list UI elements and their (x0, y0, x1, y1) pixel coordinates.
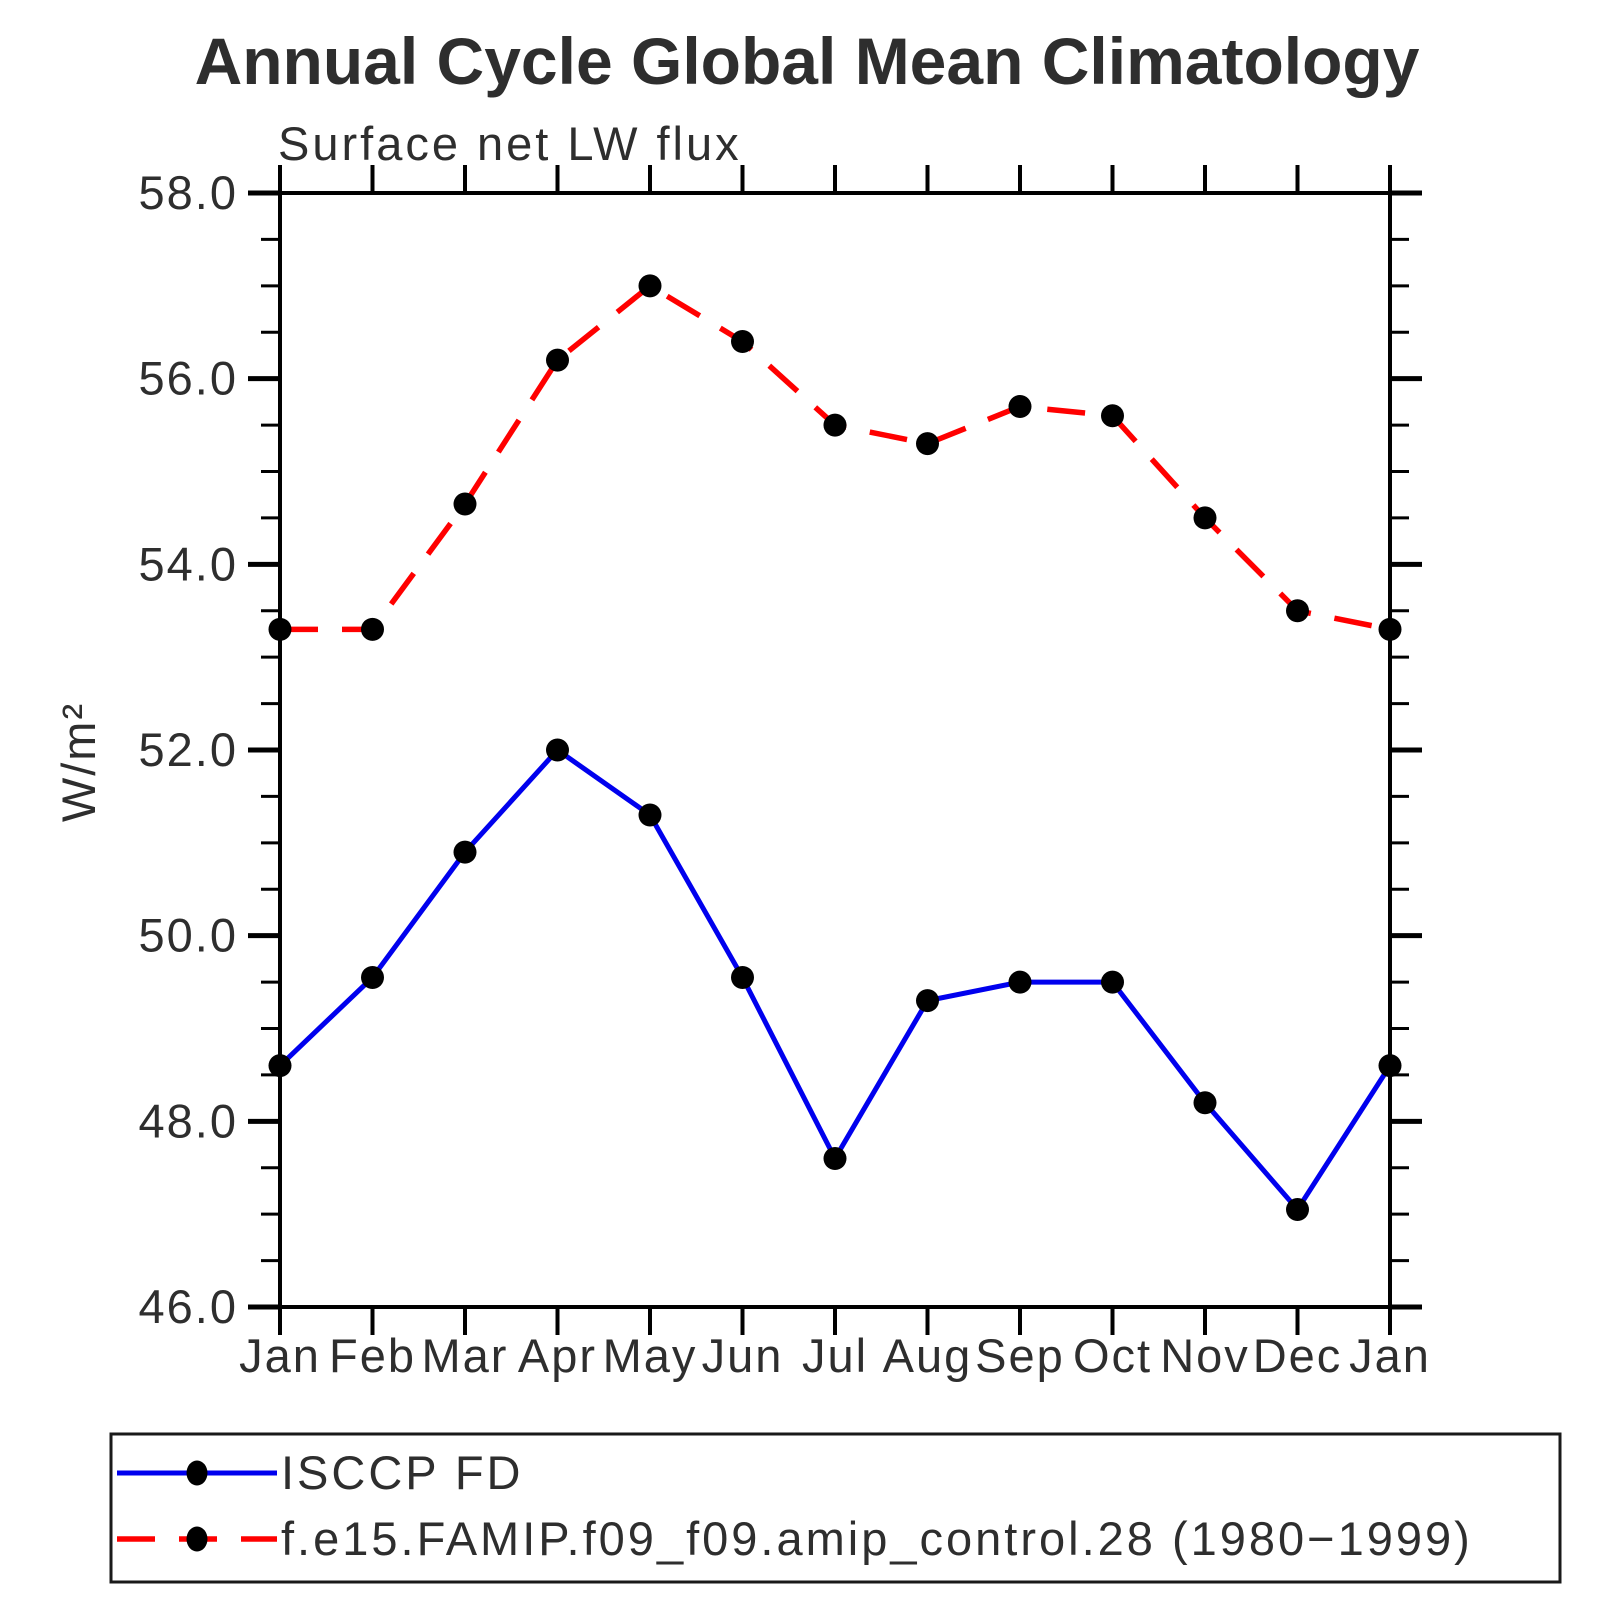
y-tick-label: 48.0 (139, 1094, 238, 1147)
x-tick-label: May (603, 1329, 698, 1382)
data-point-marker (1286, 1198, 1309, 1222)
y-tick-label: 58.0 (139, 166, 238, 219)
data-point-marker (823, 1146, 847, 1170)
legend-label: ISCCP FD (281, 1446, 524, 1499)
data-point-marker (916, 989, 939, 1013)
data-point-marker (453, 492, 477, 516)
x-tick-label: Mar (422, 1329, 509, 1382)
y-tick-label: 50.0 (139, 909, 238, 962)
chart-title: Annual Cycle Global Mean Climatology (195, 24, 1420, 98)
x-tick-label: Oct (1073, 1329, 1152, 1382)
data-point-marker (1193, 506, 1217, 530)
data-point-marker (916, 432, 939, 456)
data-point-marker (1193, 1091, 1217, 1115)
data-point-marker (546, 738, 569, 762)
x-tick-label: Sep (975, 1329, 1065, 1382)
x-tick-label: Apr (518, 1329, 597, 1382)
data-point-marker (268, 1054, 292, 1078)
data-point-marker (823, 413, 847, 437)
data-point-marker (1378, 1054, 1402, 1078)
data-point-marker (638, 803, 662, 827)
data-point-marker (1008, 395, 1032, 419)
legend-marker (186, 1526, 208, 1552)
data-point-marker (546, 348, 569, 372)
chart-subtitle: Surface net LW flux (278, 117, 742, 170)
data-point-marker (1008, 970, 1032, 994)
x-tick-label: Nov (1160, 1329, 1250, 1382)
data-point-marker (361, 965, 384, 989)
x-tick-label: Dec (1253, 1329, 1343, 1382)
legend-label: f.e15.FAMIP.f09_f09.amip_control.28 (198… (281, 1512, 1473, 1565)
x-tick-label: Jul (802, 1329, 868, 1382)
x-tick-label: Jun (702, 1329, 784, 1382)
data-point-marker (1378, 617, 1402, 641)
data-point-marker (638, 274, 662, 298)
plot-frame (278, 191, 1392, 1309)
y-axis-label: W/m² (52, 702, 105, 822)
legend-marker (186, 1460, 208, 1486)
y-tick-label: 46.0 (139, 1280, 238, 1333)
x-tick-label: Feb (329, 1329, 416, 1382)
x-tick-label: Aug (883, 1329, 973, 1382)
y-tick-label: 52.0 (139, 723, 238, 776)
data-point-marker (1101, 404, 1124, 428)
y-tick-label: 54.0 (139, 537, 238, 590)
data-point-marker (731, 330, 754, 354)
x-tick-label: Jan (239, 1329, 321, 1382)
legend-box (109, 1432, 1562, 1584)
data-point-marker (731, 965, 754, 989)
data-point-marker (268, 617, 292, 641)
x-tick-label: Jan (1349, 1329, 1431, 1382)
data-point-marker (1286, 599, 1309, 623)
data-point-marker (453, 840, 477, 864)
data-point-marker (1101, 970, 1124, 994)
data-point-marker (361, 617, 384, 641)
y-tick-label: 56.0 (139, 352, 238, 405)
